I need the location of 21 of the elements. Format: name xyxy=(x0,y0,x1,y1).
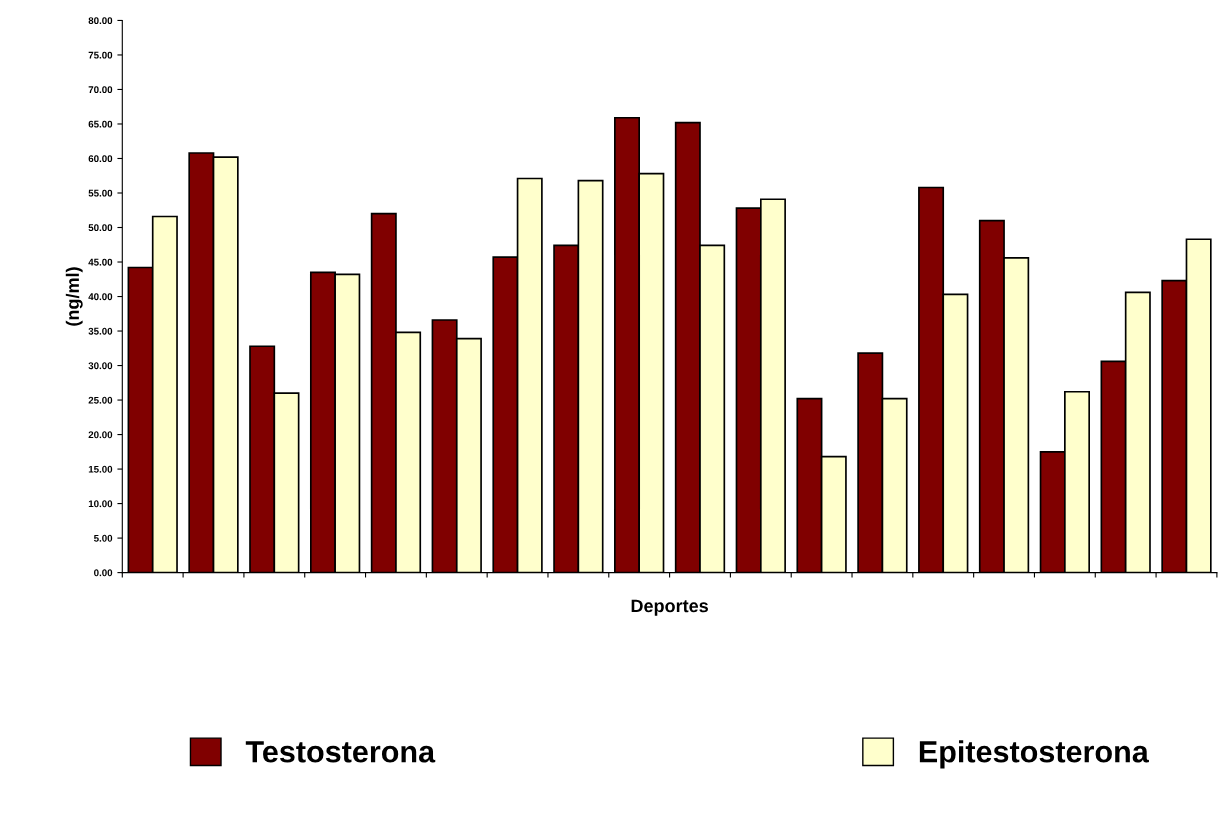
y-tick-label: 5.00 xyxy=(93,534,113,542)
y-tick-label: 65.00 xyxy=(88,120,113,128)
y-tick-label: 60.00 xyxy=(88,155,113,163)
x-axis-title: Deportes xyxy=(631,599,708,616)
y-tick-label: 55.00 xyxy=(88,189,113,197)
y-tick-label: 80.00 xyxy=(88,17,113,25)
y-tick-label: 45.00 xyxy=(88,258,113,266)
y-axis-title: (ng/ml) xyxy=(65,267,83,326)
legend-label: Epitestosterona xyxy=(919,740,1149,769)
y-tick-label: 20.00 xyxy=(88,431,113,439)
y-tick-label: 75.00 xyxy=(88,51,113,59)
y-tick-label: 15.00 xyxy=(88,465,113,473)
y-tick-label: 70.00 xyxy=(88,86,113,94)
y-tick-label: 0.00 xyxy=(94,569,113,577)
y-tick-label: 40.00 xyxy=(88,293,113,301)
y-tick-label: 10.00 xyxy=(88,500,113,508)
y-tick-label: 35.00 xyxy=(88,327,113,335)
legend-label: Testosterona xyxy=(245,741,436,763)
y-tick-label: 30.00 xyxy=(88,362,113,370)
y-tick-label: 25.00 xyxy=(88,396,113,404)
y-tick-label: 50.00 xyxy=(88,224,113,232)
